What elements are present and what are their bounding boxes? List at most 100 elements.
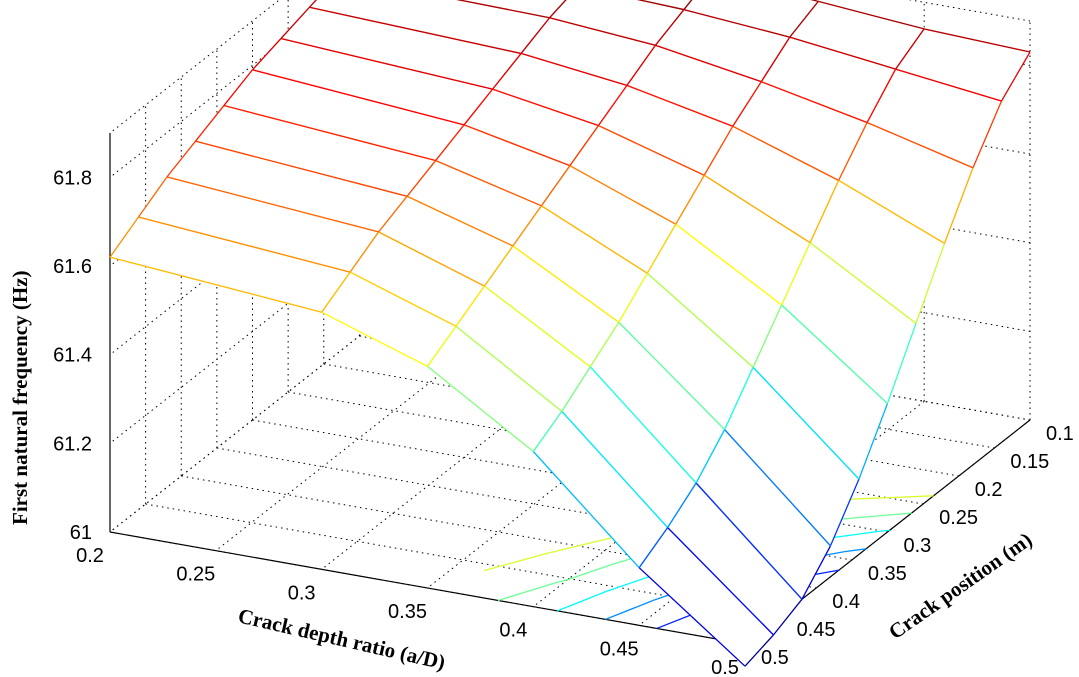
- surface-mesh-line: [520, 17, 551, 54]
- surface-mesh-line: [463, 88, 494, 126]
- surface-face: [655, 9, 790, 82]
- surface-mesh-line: [626, 84, 734, 127]
- surface-face: [781, 242, 916, 404]
- surface-mesh-line: [321, 271, 351, 313]
- surface-mesh-line: [760, 36, 791, 83]
- surface-mesh-line: [194, 105, 225, 142]
- surface-face: [321, 272, 456, 367]
- surface-face: [696, 429, 831, 600]
- surface-face: [195, 105, 436, 197]
- surface-face: [252, 38, 493, 125]
- surface-mesh-line: [654, 9, 685, 46]
- surface-mesh-line: [252, 69, 465, 126]
- surface-mesh-line: [1000, 51, 1031, 102]
- contour-segment: [557, 591, 606, 612]
- surface-face: [639, 527, 774, 667]
- surface-mesh-line: [598, 124, 705, 176]
- contour-segment: [815, 569, 840, 575]
- surface-mesh-line: [618, 321, 726, 431]
- surface-mesh-line: [109, 216, 140, 258]
- surface-mesh-line: [589, 366, 697, 484]
- surface-mesh-line: [752, 304, 783, 368]
- surface-mesh-line: [943, 167, 974, 244]
- surface-face: [138, 176, 379, 273]
- surface-mesh-line: [540, 165, 571, 207]
- surface-mesh-line: [924, 28, 1031, 53]
- surface-face: [281, 7, 522, 90]
- surface-mesh-line: [818, 0, 925, 30]
- surface-mesh-line: [675, 223, 783, 306]
- surface-face: [838, 122, 973, 244]
- surface-mesh-line: [646, 223, 677, 274]
- surface-mesh-line: [137, 176, 168, 218]
- surface-mesh-line: [801, 545, 832, 600]
- surface-mesh-line: [838, 179, 945, 244]
- y-tick-label: 0.1: [1046, 423, 1074, 445]
- surface-mesh-line: [667, 482, 697, 528]
- surface-mesh-line: [858, 403, 889, 480]
- surface-mesh-line: [789, 0, 819, 38]
- surface-mesh-line: [683, 0, 693, 10]
- surface-mesh-line: [561, 410, 669, 529]
- z-tick-label: 61.6: [53, 256, 92, 278]
- surface-mesh-line: [781, 242, 811, 306]
- surface-mesh-line: [426, 325, 457, 367]
- z-tick-label: 61.8: [53, 167, 92, 189]
- x-tick-label: 0.35: [388, 601, 427, 623]
- surface-mesh-line: [427, 365, 534, 453]
- surface-mesh-line: [732, 81, 762, 127]
- surface-mesh-line: [166, 176, 379, 233]
- surface-mesh-line: [597, 85, 628, 126]
- surface-face: [533, 411, 668, 568]
- x-tick-label: 0.25: [176, 564, 215, 586]
- surface-mesh-line: [895, 68, 1002, 102]
- surface-face: [484, 245, 619, 367]
- surface-face: [110, 217, 351, 313]
- surface-mesh-line: [675, 174, 705, 225]
- surface-face: [598, 85, 733, 176]
- surface-face: [561, 366, 697, 528]
- surface-face: [732, 81, 868, 181]
- surface-face: [867, 69, 1002, 168]
- contour-segment: [605, 599, 654, 620]
- surface-mesh-line: [655, 44, 762, 83]
- surface-face: [309, 0, 550, 54]
- surface-face: [456, 286, 591, 412]
- surface-face: [590, 322, 725, 483]
- y-tick-label: 0.15: [1010, 451, 1049, 473]
- surface-face: [521, 17, 656, 86]
- surface-mesh-line: [569, 165, 677, 225]
- surface-face: [647, 224, 782, 368]
- surface-mesh-line: [138, 216, 351, 273]
- contour-segment: [843, 548, 867, 553]
- surface-mesh-line: [569, 125, 600, 167]
- z-axis-label: First natural frequency (Hz): [8, 271, 32, 525]
- surface-face: [810, 180, 945, 324]
- surface-face: [895, 28, 1030, 102]
- surface-mesh-line: [638, 567, 746, 667]
- surface-mesh-line: [752, 366, 860, 480]
- surface-mesh-line: [195, 140, 408, 197]
- surface-mesh-line: [223, 104, 436, 162]
- surface-mesh-line: [703, 174, 811, 244]
- surface-face: [513, 205, 648, 323]
- surface-mesh-line: [789, 36, 896, 70]
- surface-mesh-line: [484, 285, 591, 368]
- surface-mesh-line: [866, 121, 974, 169]
- surface-mesh-line: [512, 205, 543, 247]
- surface-mesh-line: [321, 311, 428, 367]
- y-tick-label: 0.25: [939, 507, 978, 529]
- surface-mesh-line: [744, 634, 774, 667]
- surface-mesh-line: [618, 272, 648, 323]
- surface-face: [704, 126, 839, 243]
- surface-mesh-line: [378, 231, 485, 287]
- surface-mesh-line: [838, 122, 868, 181]
- contour-segment: [484, 553, 546, 572]
- tick-labels: 0.2 0.25 0.3 0.35 0.4 0.45 0.5 0.1 0.15 0.2 0.25 0.…: [53, 167, 1074, 677]
- y-tick-label: 0.45: [797, 619, 836, 641]
- surface-face: [753, 304, 888, 480]
- surface-mesh-line: [589, 321, 620, 368]
- surface-mesh-line: [895, 28, 925, 70]
- surface-mesh-line: [781, 304, 888, 404]
